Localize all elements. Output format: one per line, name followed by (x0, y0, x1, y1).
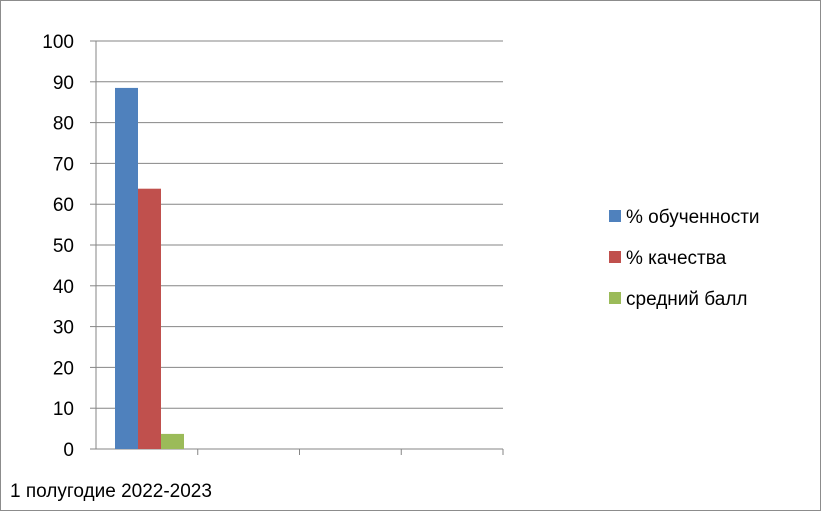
legend-label: средний балл (626, 289, 748, 310)
gridlines (96, 40, 503, 409)
y-tick-label: 0 (63, 440, 74, 461)
legend: % обученности % качества средний балл (609, 207, 760, 310)
legend-label: % обученности (626, 207, 760, 228)
y-tick-label: 70 (53, 154, 74, 175)
legend-swatch (609, 210, 621, 222)
y-tick-label: 20 (53, 358, 74, 379)
x-axis-tick-labels: 1 полугодие 2022-2023 (10, 481, 212, 502)
bars (115, 87, 184, 450)
y-tick-label: 60 (53, 195, 74, 216)
y-tick-label: 40 (53, 277, 74, 298)
y-tick-label: 80 (53, 114, 74, 135)
y-axis-tick-labels: 0 10 20 30 40 50 60 70 80 90 100 (42, 32, 74, 461)
y-tick-label: 100 (42, 32, 74, 53)
x-tick-label: 1 полугодие 2022-2023 (10, 481, 212, 502)
legend-label: % качества (626, 248, 727, 269)
y-tick-label: 10 (53, 399, 74, 420)
y-tick-label: 90 (53, 73, 74, 94)
y-tick-label: 30 (53, 318, 74, 339)
bar (115, 87, 138, 450)
legend-swatch (609, 292, 621, 304)
legend-swatch (609, 251, 621, 263)
y-tick-label: 50 (53, 236, 74, 257)
bar (138, 188, 161, 450)
bar (161, 433, 184, 449)
